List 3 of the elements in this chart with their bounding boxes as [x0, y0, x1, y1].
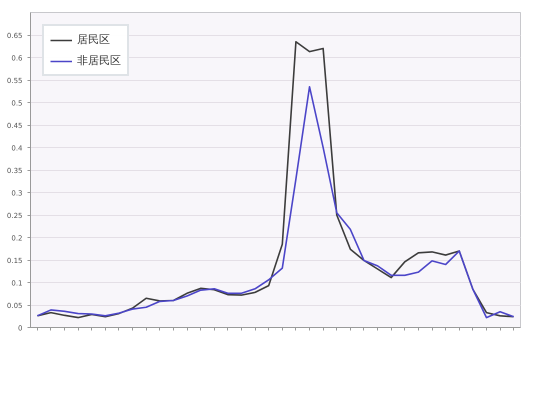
legend-label: 居民区: [77, 32, 110, 47]
line-series: [36, 86, 514, 318]
legend-label: 非居民区: [77, 53, 121, 68]
